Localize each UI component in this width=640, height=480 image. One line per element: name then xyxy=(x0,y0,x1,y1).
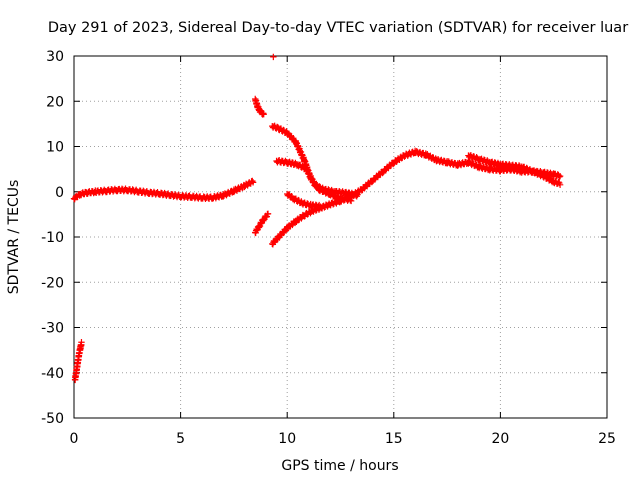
x-tick-label: 5 xyxy=(176,431,185,447)
y-tick-label: 30 xyxy=(46,49,64,65)
series-points xyxy=(252,210,272,237)
x-tick-label: 0 xyxy=(70,431,79,447)
x-tick-label: 10 xyxy=(278,431,296,447)
y-axis-label: SDTVAR / TECUs xyxy=(6,180,22,295)
series-points xyxy=(252,95,267,118)
y-tick-label: -10 xyxy=(41,230,64,246)
y-tick-labels: -50 -40 -30 -20 -10 0 10 20 30 xyxy=(41,49,64,427)
x-tick-label: 25 xyxy=(598,431,616,447)
series-arc-late xyxy=(465,152,564,188)
plot-frame xyxy=(73,55,608,419)
series-points xyxy=(273,157,361,200)
x-axis-label: GPS time / hours xyxy=(281,458,398,474)
series-arc-middle xyxy=(273,157,361,200)
series-points xyxy=(270,53,277,61)
series-outlier xyxy=(270,53,277,61)
x-tick-label: 20 xyxy=(491,431,509,447)
series-arc-short xyxy=(284,190,323,211)
grid xyxy=(74,56,607,418)
series-points xyxy=(71,339,85,384)
x-tick-label: 15 xyxy=(385,431,403,447)
series-arc-upper-left xyxy=(252,95,267,118)
series-points xyxy=(284,190,323,211)
series-points xyxy=(70,177,257,203)
data-points xyxy=(70,53,564,384)
series-points xyxy=(465,152,564,188)
series-arc-early xyxy=(71,339,85,384)
y-tick-label: 0 xyxy=(55,185,64,201)
y-tick-label: 10 xyxy=(46,140,64,156)
x-tick-labels: 0 5 10 15 20 25 xyxy=(70,431,616,447)
axis-ticks xyxy=(73,55,608,419)
y-tick-label: -50 xyxy=(41,411,64,427)
series-arc-day xyxy=(70,177,257,203)
series-arc-lower-left xyxy=(252,210,272,237)
y-tick-label: 20 xyxy=(46,94,64,110)
chart-title: Day 291 of 2023, Sidereal Day-to-day VTE… xyxy=(48,20,628,36)
y-tick-label: -20 xyxy=(41,275,64,291)
y-tick-label: -30 xyxy=(41,321,64,337)
y-tick-label: -40 xyxy=(41,366,64,382)
